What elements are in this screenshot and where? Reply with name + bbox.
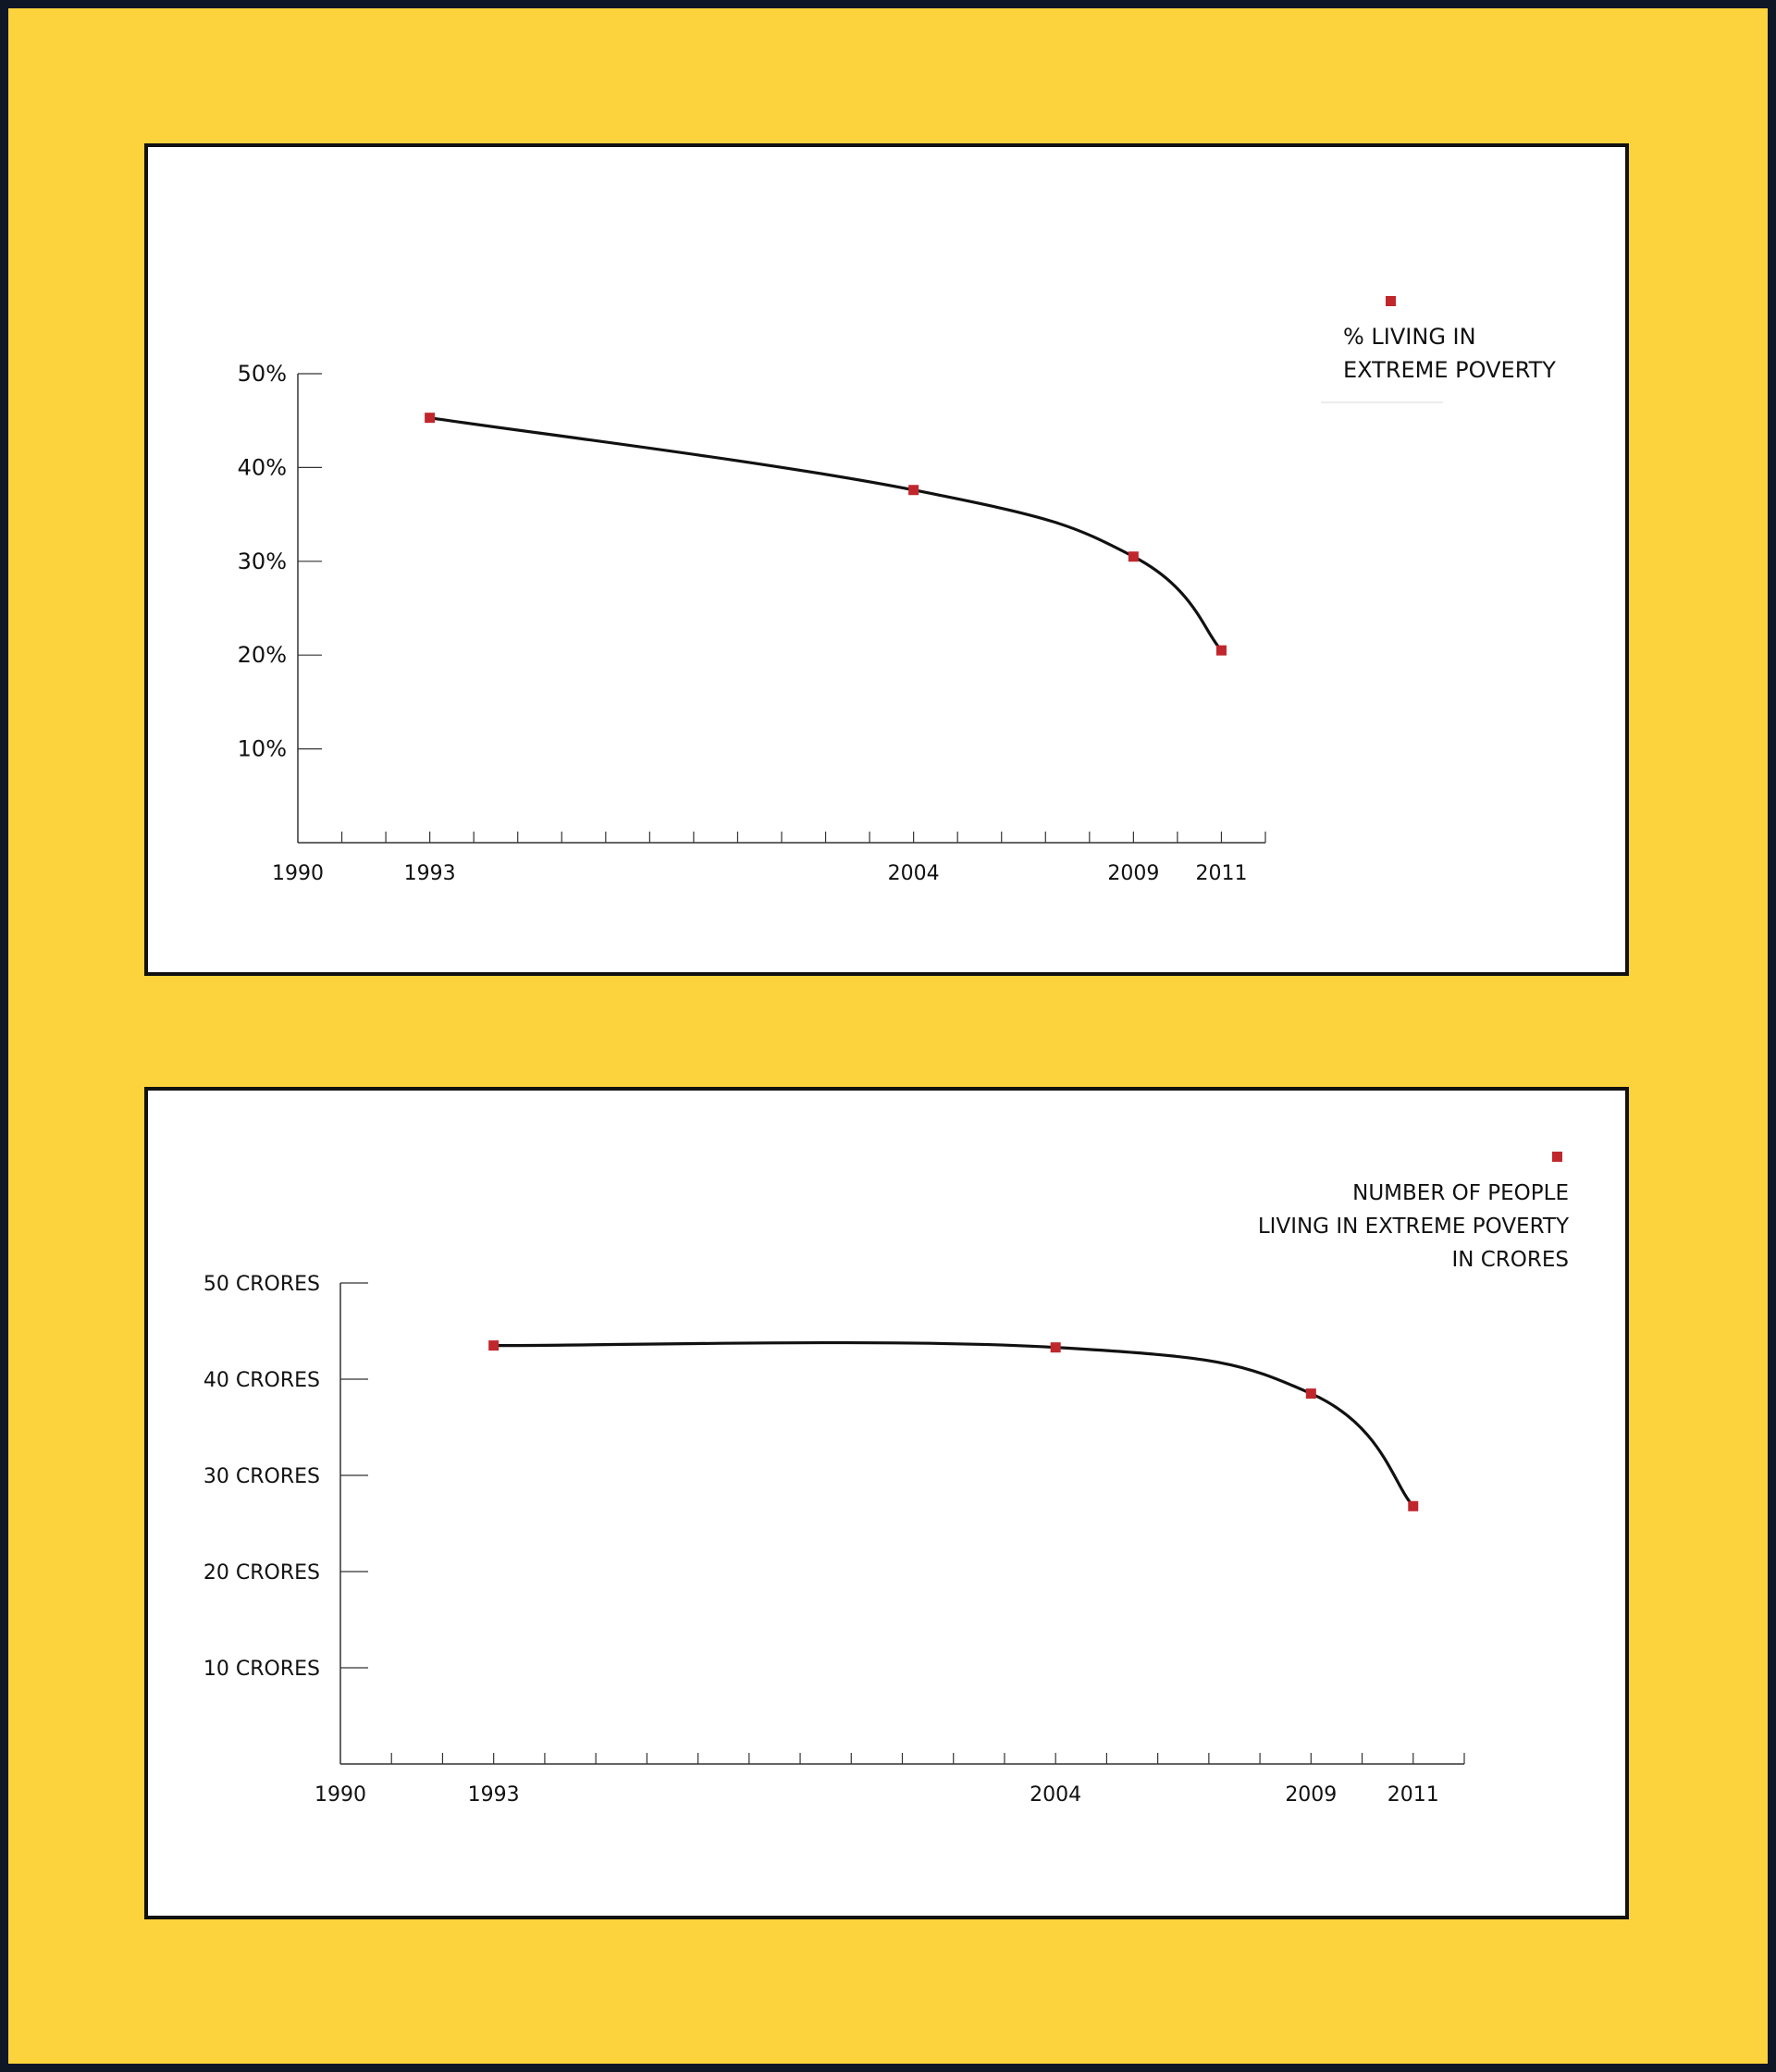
data-point-marker [425, 413, 436, 424]
series-line [492, 1340, 1415, 1508]
y-tick-label: 40% [238, 454, 287, 480]
x-tick-label: 1990 [272, 862, 324, 885]
data-point-marker [1215, 645, 1227, 656]
legend-label: % LIVING IN [1343, 324, 1476, 350]
legend-label: LIVING IN EXTREME POVERTY [1258, 1215, 1570, 1239]
x-tick-label: 2004 [1030, 1783, 1081, 1807]
poverty-count-chart-panel: 1990 1993 2004 2009 2011 10 CRORES 20 CRORES 30… [144, 1087, 1629, 1919]
x-tick-label: 2009 [1107, 862, 1159, 885]
legend-marker [1552, 1152, 1562, 1162]
data-point-marker [1050, 1342, 1061, 1353]
data-point-marker [1305, 1388, 1316, 1400]
series-line [428, 416, 1224, 652]
legend-marker [1386, 296, 1396, 306]
y-tick-label: 30% [238, 549, 287, 574]
poverty-count-chart: 1990 1993 2004 2009 2011 10 CRORES 20 CRORES 30… [204, 1152, 1570, 1807]
y-tick-label: 40 CRORES [204, 1369, 320, 1392]
x-tick-label: 1993 [468, 1783, 520, 1807]
x-tick-label: 2004 [888, 862, 940, 885]
x-tick-label: 2009 [1285, 1783, 1337, 1807]
x-tick-label: 1993 [404, 862, 456, 885]
y-tick-label: 50% [238, 361, 287, 387]
legend-label: EXTREME POVERTY [1343, 357, 1556, 383]
y-tick-label: 50 CRORES [204, 1273, 320, 1296]
data-point-marker [488, 1340, 500, 1351]
y-tick-label: 20% [238, 642, 287, 668]
poverty-percentage-chart: 1990 1993 2004 2009 2011 10% 20% 30% 40% 50% % LIV… [238, 296, 1556, 885]
page: 1990 1993 2004 2009 2011 10% 20% 30% 40% 50% % LIV… [8, 8, 1768, 2064]
data-point-marker [908, 485, 919, 496]
x-tick-label: 1990 [314, 1783, 366, 1807]
data-point-marker [1408, 1500, 1419, 1511]
y-tick-label: 20 CRORES [204, 1561, 320, 1585]
data-point-marker [1128, 551, 1139, 562]
y-tick-label: 10 CRORES [204, 1658, 320, 1681]
y-tick-label: 30 CRORES [204, 1465, 320, 1488]
poverty-percentage-chart-panel: 1990 1993 2004 2009 2011 10% 20% 30% 40% 50% % LIV… [144, 143, 1629, 976]
x-tick-label: 2011 [1195, 862, 1247, 885]
y-tick-label: 10% [238, 736, 287, 762]
legend-label: IN CRORES [1451, 1248, 1569, 1272]
legend-label: NUMBER OF PEOPLE [1352, 1181, 1569, 1205]
x-tick-label: 2011 [1388, 1783, 1439, 1807]
